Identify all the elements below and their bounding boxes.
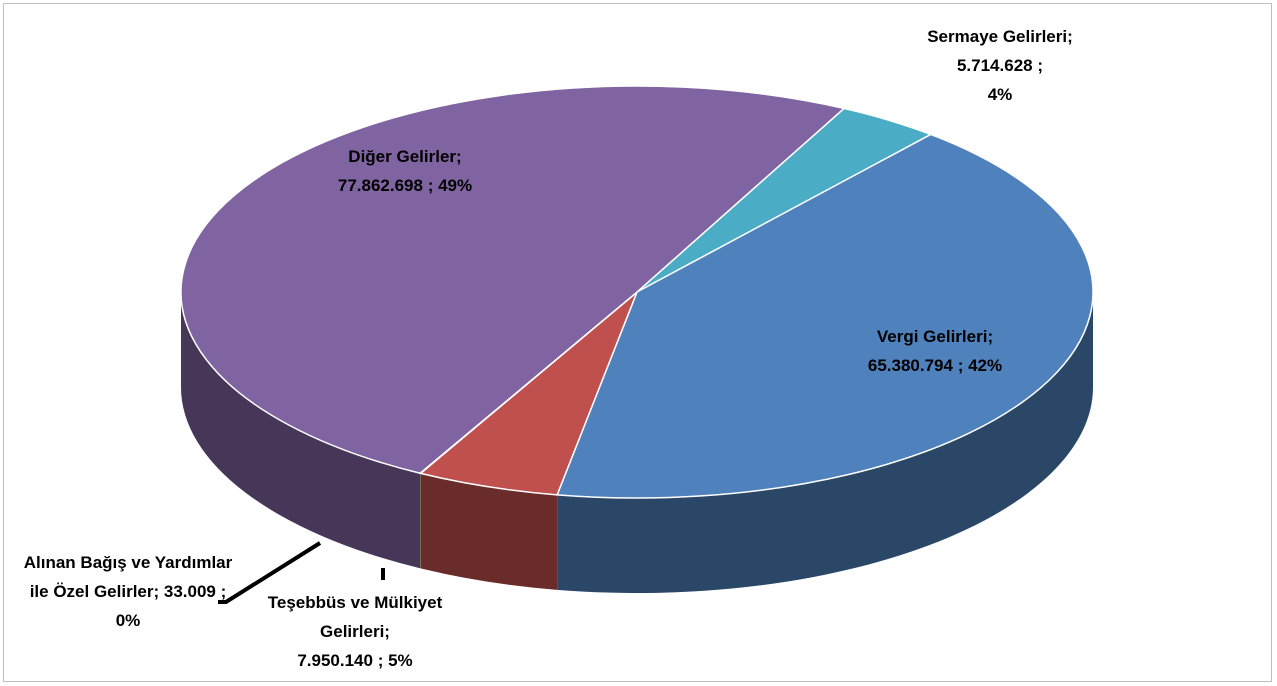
slice-side-shade: [181, 292, 421, 569]
percentage-label: 5%: [388, 651, 413, 670]
category-label: Teşebbüs ve Mülkiyet Gelirleri: [267, 593, 443, 641]
slice: [419, 291, 638, 496]
tops: [180, 85, 1094, 499]
slice-side-shade: [420, 473, 558, 590]
percentage-label: 4%: [987, 85, 1013, 104]
category-label: Sermaye Gelirleri: [927, 27, 1068, 46]
value-label: 77.862.698: [337, 176, 423, 195]
slice: [556, 133, 1094, 499]
data-label: Teşebbüs ve Mülkiyet Gelirleri; 7.950.140…: [260, 588, 450, 675]
slice-side-shade: [557, 292, 1093, 594]
category-label: Vergi Gelirleri: [876, 327, 988, 346]
separator: ;: [153, 582, 160, 601]
separator: ;: [456, 147, 462, 166]
data-label: Vergi Gelirleri; 65.380.794 ; 42%: [805, 322, 1065, 380]
sides: [181, 292, 1093, 594]
value-label: 5.714.628: [956, 56, 1033, 75]
slice-side: [420, 473, 421, 569]
slice-side: [557, 292, 1093, 594]
leader-line: [218, 541, 322, 604]
slice-side: [420, 473, 558, 590]
separator: ;: [377, 651, 384, 670]
category-label: Alınan Bağış ve Yardımlar ile Özel Gelir…: [23, 553, 233, 601]
category-label: Diğer Gelirler: [348, 147, 457, 166]
slice: [180, 85, 846, 475]
separator: ;: [987, 327, 994, 346]
data-label: Diğer Gelirler; 77.862.698 ; 49%: [275, 142, 535, 200]
separator: ;: [427, 176, 434, 195]
separator: ;: [957, 356, 964, 375]
separator: ;: [1067, 27, 1073, 46]
data-label: Sermaye Gelirleri; 5.714.628 ; 4%: [890, 22, 1110, 109]
data-label: Alınan Bağış ve Yardımlar ile Özel Gelir…: [21, 548, 236, 635]
separator: ;: [220, 582, 227, 601]
separator: ;: [1037, 56, 1044, 75]
slice-side-shade: [420, 473, 421, 569]
separator: ;: [384, 622, 390, 641]
value-label: 7.950.140: [297, 651, 373, 670]
percentage-label: 49%: [438, 176, 473, 195]
percentage-label: 0%: [115, 611, 141, 630]
slice-side: [181, 292, 421, 569]
value-label: 65.380.794: [867, 356, 953, 375]
percentage-label: 42%: [968, 356, 1003, 375]
value-label: 33.009: [163, 582, 216, 601]
